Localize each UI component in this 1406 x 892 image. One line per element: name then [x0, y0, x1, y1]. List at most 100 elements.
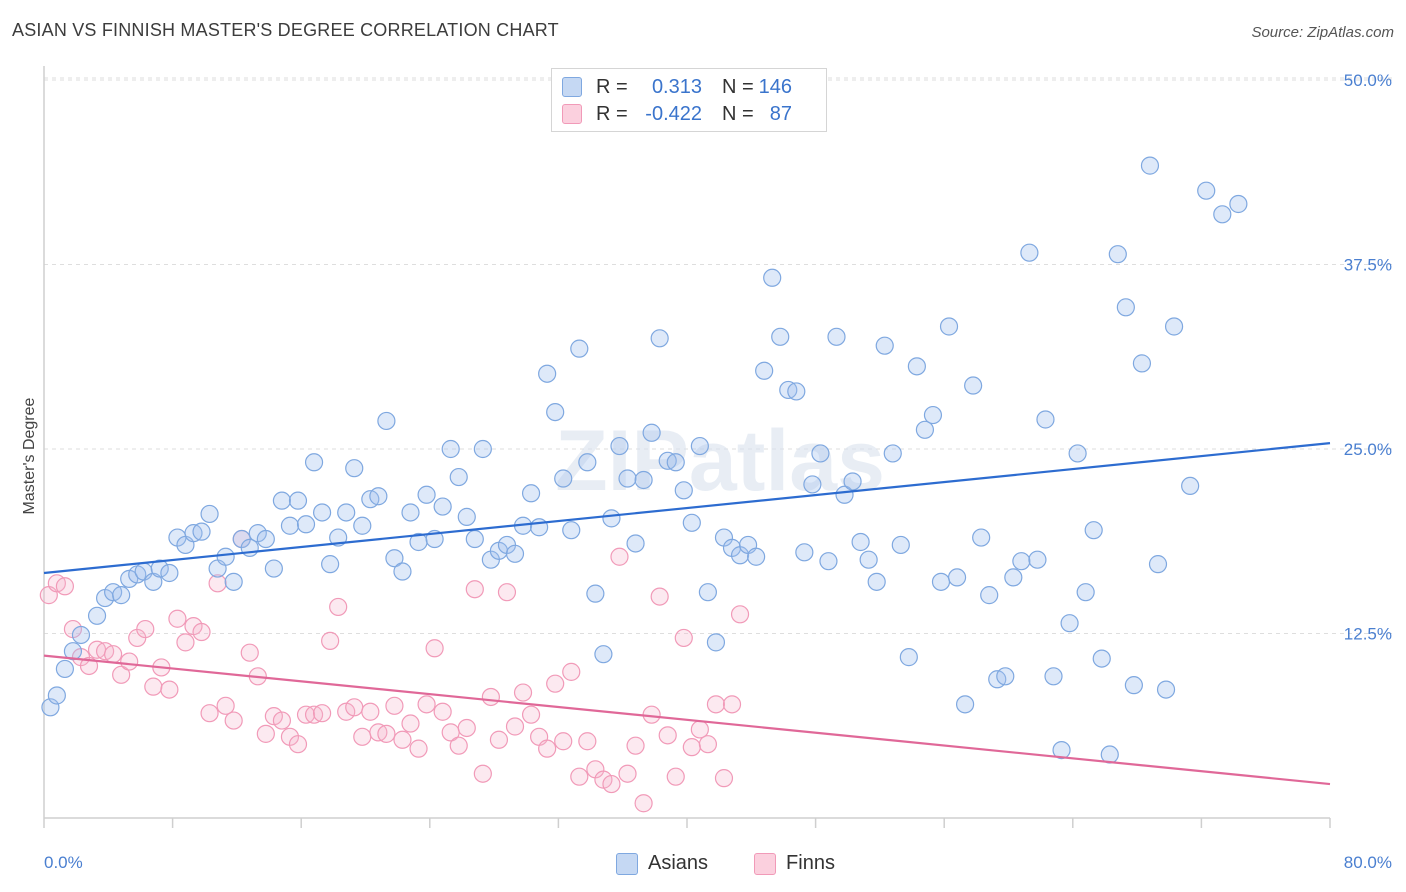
asian-point	[192, 522, 211, 541]
finn-point	[465, 580, 484, 599]
x-tick-label: 0.0%	[44, 853, 83, 872]
finn-point	[714, 769, 734, 788]
y-tick-label: 12.5%	[1344, 625, 1392, 644]
correlation-legend: R = 0.313 N = 146 R = -0.422 N = 87	[551, 68, 827, 132]
asian-point	[1068, 444, 1087, 463]
asian-point	[63, 642, 83, 661]
finn-point	[377, 724, 396, 743]
asian-point	[787, 382, 806, 401]
finns-trend-line	[43, 654, 1331, 786]
asian-point	[899, 648, 918, 667]
finn-point	[546, 674, 565, 693]
finn-point	[144, 677, 163, 696]
finn-point	[505, 717, 525, 736]
finn-point	[353, 727, 372, 746]
asian-point	[321, 555, 340, 574]
finn-point	[610, 547, 629, 566]
n-value: 87	[769, 102, 792, 125]
asian-point	[353, 516, 372, 535]
asian-point	[337, 503, 356, 522]
asian-point	[1052, 741, 1071, 760]
finn-point	[674, 628, 693, 648]
finns-legend-swatch	[754, 852, 777, 875]
asian-point	[586, 584, 605, 603]
asian-point	[923, 405, 943, 425]
asian-point	[112, 586, 131, 605]
r-value: -0.422	[645, 102, 702, 125]
asian-point	[1148, 555, 1168, 574]
asian-point	[931, 572, 951, 591]
asian-point	[1181, 476, 1200, 495]
asians-trend-line	[43, 442, 1331, 575]
asian-point	[1036, 410, 1055, 429]
asian-point	[55, 659, 74, 679]
series-asians	[41, 156, 1248, 764]
asian-point	[747, 547, 766, 566]
finn-point	[176, 633, 195, 652]
asian-point	[915, 420, 935, 439]
asian-point	[666, 453, 685, 472]
asian-point	[1197, 181, 1216, 200]
asian-point	[369, 487, 388, 506]
asian-point	[385, 549, 404, 568]
asian-point	[47, 686, 66, 705]
asian-point	[867, 572, 886, 591]
asian-point	[618, 469, 637, 488]
finn-point	[682, 738, 701, 757]
finn-point	[385, 696, 404, 715]
asian-point	[1116, 298, 1135, 317]
asian-point	[755, 361, 774, 380]
asian-point	[891, 535, 910, 555]
finn-point	[521, 705, 541, 724]
legend-label-asians: Asians	[648, 852, 709, 874]
finn-point	[658, 726, 677, 745]
asian-point	[883, 444, 902, 463]
asian-point	[200, 504, 219, 524]
y-tick-label: 25.0%	[1344, 440, 1392, 459]
finn-point	[200, 704, 219, 723]
finn-point	[618, 764, 637, 783]
finn-point	[409, 739, 428, 758]
n-value: 146	[758, 75, 792, 98]
finn-point	[224, 711, 243, 730]
asian-point	[706, 633, 726, 652]
asian-point	[939, 317, 959, 336]
asian-point	[87, 606, 107, 625]
asian-point	[216, 547, 235, 566]
finn-point	[321, 631, 340, 650]
asian-point	[1164, 317, 1184, 336]
chart-title: ASIAN VS FINNISH MASTER'S DEGREE CORRELA…	[12, 20, 559, 40]
asian-point	[538, 364, 557, 383]
finn-point	[216, 696, 235, 715]
asian-point	[835, 485, 854, 504]
asian-point	[296, 515, 316, 534]
asian-point	[1084, 521, 1103, 540]
asian-point	[401, 503, 420, 522]
asian-point	[964, 376, 983, 395]
asian-point	[1044, 667, 1063, 686]
finn-point	[361, 702, 380, 721]
asian-point	[1092, 649, 1111, 668]
finn-point	[208, 574, 227, 593]
asian-point	[417, 485, 436, 504]
series-legend: Asians Finns	[616, 852, 881, 875]
trend-lines	[43, 442, 1331, 786]
finn-point	[104, 645, 123, 664]
legend-row-asians: R = 0.313 N = 146	[562, 74, 792, 100]
asian-point	[1012, 552, 1031, 571]
finn-point	[160, 680, 179, 699]
asian-point	[160, 563, 179, 583]
finn-point	[288, 735, 308, 754]
finn-point	[602, 774, 621, 794]
finn-point	[634, 794, 653, 813]
finn-point	[473, 764, 492, 783]
asian-point	[521, 484, 541, 503]
asian-point	[562, 521, 581, 540]
asian-point	[947, 568, 967, 587]
finn-point	[730, 605, 750, 624]
asian-point	[256, 529, 275, 549]
asian-point	[546, 403, 565, 422]
asian-point	[1140, 156, 1160, 175]
asian-point	[682, 513, 701, 532]
